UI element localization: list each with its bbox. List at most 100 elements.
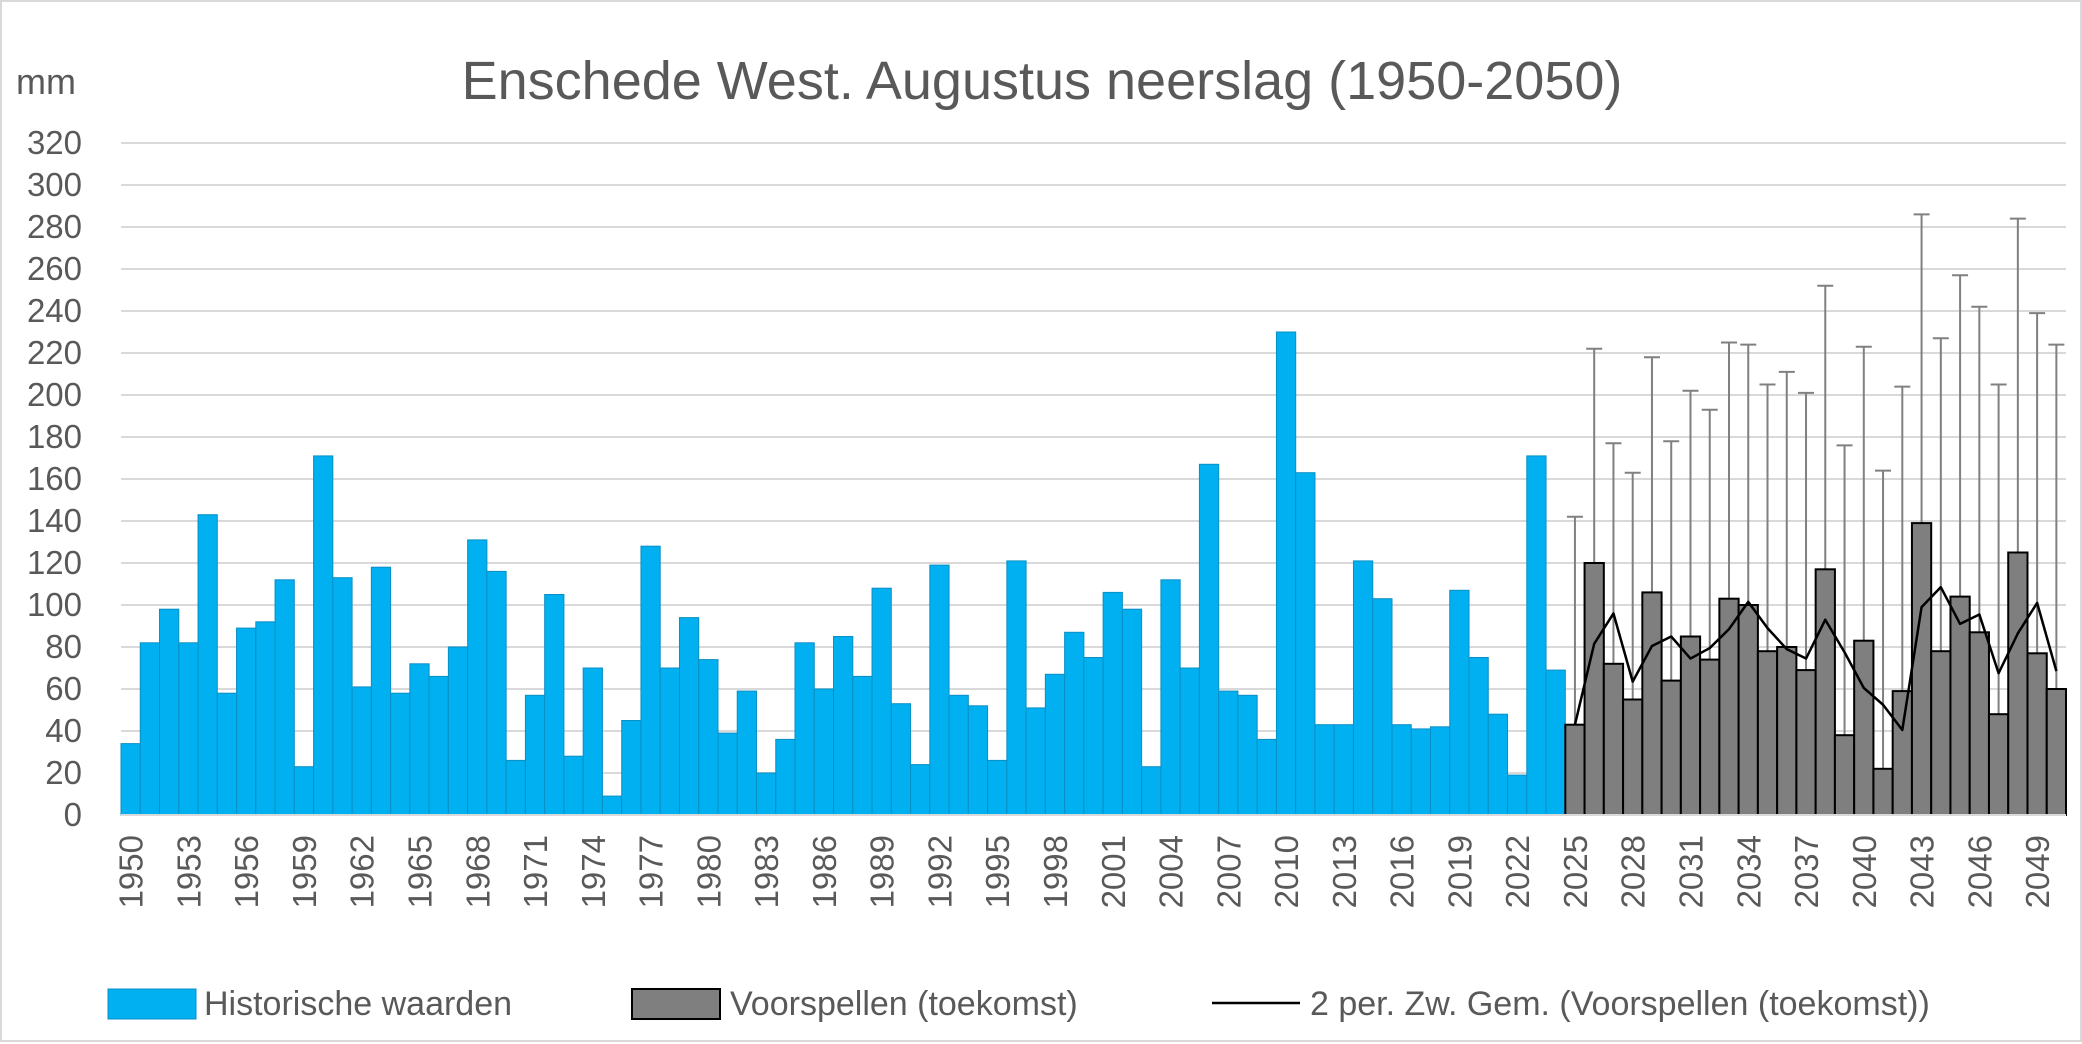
y-tick-label: 160: [27, 460, 82, 497]
bar-historical: [678, 617, 700, 816]
bar-forecast: [2026, 652, 2048, 816]
bar-historical: [910, 764, 931, 816]
legend-label-forecast: Voorspellen (toekomst): [730, 985, 1078, 1023]
bar-forecast: [1949, 595, 1971, 816]
bar-historical: [1160, 579, 1181, 816]
bar-historical: [313, 455, 334, 816]
x-tick-label: 2025: [1557, 835, 1594, 908]
bar-historical: [293, 766, 315, 816]
y-axis-tick-labels: 0 20 40 60 80 100 120 140 160 180 200 220 240 260 280 3…: [27, 124, 82, 833]
bar-historical: [621, 720, 642, 816]
bar-historical: [390, 692, 411, 816]
x-tick-label: 1950: [113, 835, 150, 908]
legend-label-historical: Historische waarden: [204, 985, 512, 1023]
bar-historical: [794, 642, 815, 816]
bar-historical: [1410, 728, 1432, 816]
x-tick-label: 1974: [575, 835, 612, 908]
x-tick-label: 2040: [1846, 835, 1883, 908]
bar-forecast: [1930, 650, 1952, 817]
y-tick-label: 280: [27, 208, 82, 245]
bar-historical: [370, 566, 392, 816]
bar-historical: [717, 732, 738, 816]
bar-forecast: [1814, 568, 1836, 816]
bar-historical: [1314, 724, 1335, 816]
bar-forecast: [1622, 698, 1644, 816]
x-tick-label: 1965: [401, 835, 438, 908]
bar-historical: [890, 703, 912, 816]
bar-historical: [755, 772, 777, 816]
bar-forecast: [1641, 591, 1663, 817]
moving-average-line-layer: [1573, 585, 2058, 732]
bar-historical: [486, 570, 507, 816]
bar-historical: [544, 594, 565, 816]
bar-forecast: [2045, 688, 2067, 816]
bar-historical: [159, 608, 180, 816]
y-tick-label: 180: [27, 418, 82, 455]
bar-forecast: [1699, 658, 1721, 816]
x-tick-label: 1968: [459, 835, 496, 908]
x-tick-label: 1983: [748, 835, 785, 908]
legend-swatch-forecast: [631, 988, 721, 1020]
x-tick-label: 1971: [517, 835, 554, 908]
bar-historical: [929, 564, 950, 816]
forecast-error-bars: [1566, 213, 2065, 769]
bar-historical: [255, 621, 276, 816]
bar-historical: [1025, 707, 1046, 816]
y-tick-label: 0: [64, 796, 82, 833]
bar-historical: [332, 577, 353, 816]
bar-historical: [967, 705, 989, 816]
bar-forecast: [1679, 635, 1702, 816]
x-tick-label: 1986: [806, 835, 843, 908]
legend-item-historical: Historische waarden: [107, 985, 512, 1023]
bar-historical: [1044, 673, 1066, 816]
legend-item-forecast: Voorspellen (toekomst): [631, 985, 1078, 1023]
bar-historical: [428, 675, 449, 816]
bar-forecast: [1564, 723, 1586, 817]
bar-forecast: [1968, 631, 1990, 816]
bar-forecast: [1583, 562, 1605, 816]
bar-historical: [1179, 667, 1200, 816]
bar-historical: [1333, 724, 1354, 816]
legend-label-moving-average: 2 per. Zw. Gem. (Voorspellen (toekomst)): [1310, 985, 1930, 1023]
bar-historical: [139, 642, 161, 816]
bar-forecast: [1987, 713, 2010, 817]
bar-forecast: [1718, 597, 1740, 817]
bar-historical: [447, 646, 469, 816]
bar-forecast: [2007, 551, 2029, 816]
x-tick-label: 1953: [170, 835, 207, 908]
bar-historical: [178, 642, 199, 816]
x-tick-label: 2019: [1441, 835, 1478, 908]
x-tick-label: 1956: [228, 835, 265, 908]
bar-historical: [1526, 455, 1547, 816]
bar-historical: [1006, 560, 1027, 816]
bar-historical: [813, 688, 835, 816]
legend: Historische waarden Voorspellen (toekoms…: [107, 985, 1930, 1023]
bar-historical: [852, 675, 873, 816]
bar-forecast: [1602, 662, 1625, 816]
x-tick-label: 2016: [1384, 835, 1421, 908]
bar-historical: [1064, 631, 1085, 816]
bar-historical: [236, 627, 257, 816]
x-tick-label: 1998: [1037, 835, 1074, 908]
y-tick-label: 20: [45, 754, 82, 791]
y-axis-unit-label: mm: [16, 61, 76, 102]
bar-historical: [409, 663, 430, 816]
x-tick-label: 2001: [1095, 835, 1132, 908]
bar-forecast: [1891, 690, 1913, 816]
bar-historical: [1218, 690, 1239, 816]
bar-forecast: [1756, 650, 1779, 817]
moving-average-line: [1573, 585, 2058, 732]
y-tick-label: 260: [27, 250, 82, 287]
bar-forecast: [1776, 646, 1798, 816]
bar-forecast: [1910, 522, 1933, 816]
x-tick-label: 1959: [286, 835, 323, 908]
y-tick-label: 100: [27, 586, 82, 623]
bar-historical: [948, 694, 969, 816]
bar-historical: [216, 692, 238, 816]
y-tick-label: 320: [27, 124, 82, 161]
bar-historical: [1237, 694, 1258, 816]
y-tick-label: 140: [27, 502, 82, 539]
legend-item-moving-average: 2 per. Zw. Gem. (Voorspellen (toekomst)): [1212, 985, 1930, 1023]
